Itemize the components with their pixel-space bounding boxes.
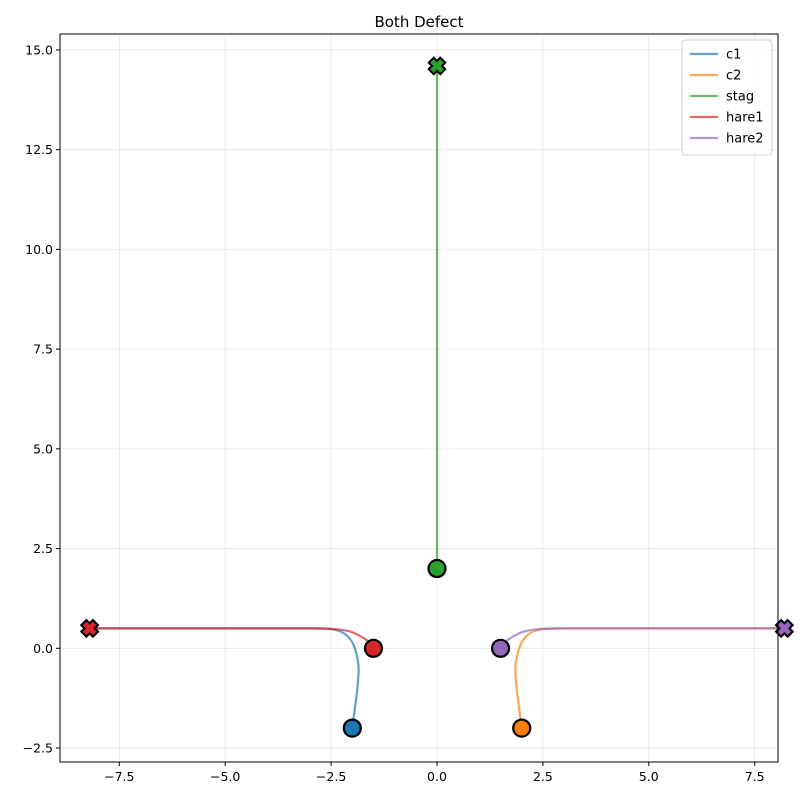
grid	[60, 34, 778, 762]
start-marker-stag	[427, 558, 447, 579]
legend-label-stag: stag	[726, 90, 754, 105]
x-tick-label: 5.0	[639, 769, 659, 784]
end-marker-stag	[427, 56, 447, 76]
legend-label-hare2: hare2	[726, 132, 764, 147]
y-tick-label: 12.5	[25, 142, 53, 157]
y-tick-label: −2.5	[23, 741, 53, 756]
y-tick-label: 5.0	[33, 441, 53, 456]
axis-ticks: −7.5 −5.0 −2.5 0.0 2.5 5.0 7.5 −2.5 0.0 2.5 5.0 7.5…	[23, 42, 765, 784]
start-marker-c2	[512, 718, 532, 738]
x-tick-label: −7.5	[104, 769, 134, 784]
markers	[79, 56, 795, 738]
x-tick-label: 7.5	[745, 769, 765, 784]
legend-label-hare1: hare1	[726, 111, 764, 126]
legend-box	[681, 39, 773, 156]
x-tick-label: −5.0	[210, 769, 240, 784]
start-marker-hare1	[363, 638, 384, 658]
x-tick-label: 0.0	[427, 769, 447, 784]
chart-title: Both Defect	[374, 13, 463, 31]
start-marker-hare2	[490, 638, 511, 658]
y-tick-label: 7.5	[33, 342, 53, 357]
x-tick-label: −2.5	[316, 769, 346, 784]
legend-label-c2: c2	[726, 69, 741, 84]
start-marker-c1	[342, 718, 362, 738]
plot-area-frame	[59, 33, 779, 763]
y-tick-label: 0.0	[33, 641, 53, 656]
y-tick-label: 15.0	[25, 42, 53, 57]
x-tick-label: 2.5	[533, 769, 553, 784]
y-tick-label: 2.5	[33, 541, 53, 556]
legend: c1 c2 stag hare1 hare2	[681, 39, 773, 156]
end-marker-hare1	[79, 618, 100, 639]
y-tick-label: 10.0	[25, 242, 53, 257]
end-marker-hare2	[774, 618, 795, 639]
legend-label-c1: c1	[726, 48, 741, 63]
